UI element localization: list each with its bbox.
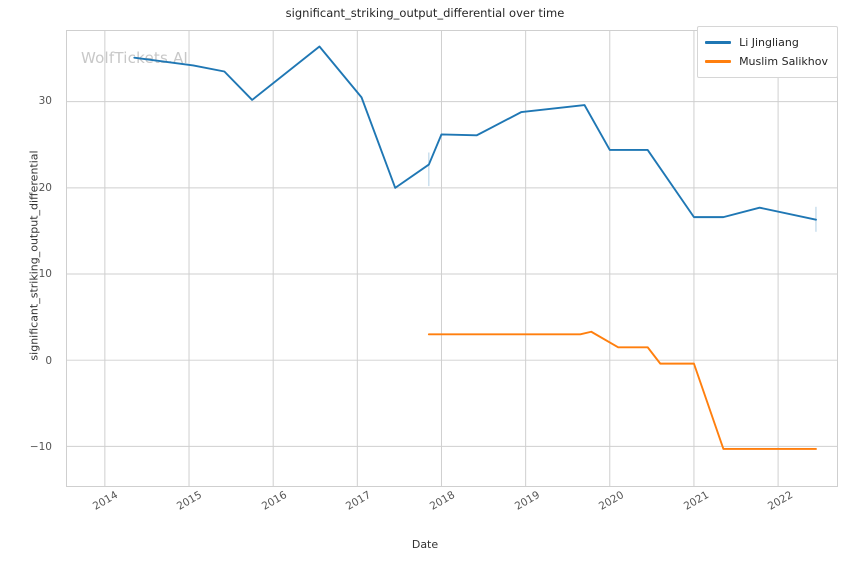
legend-label: Muslim Salikhov	[739, 55, 828, 68]
y-tick-label: 0	[45, 354, 52, 367]
chart-legend: Li Jingliang Muslim Salikhov	[697, 26, 838, 78]
series-line-li-jingliang	[133, 45, 817, 221]
legend-label: Li Jingliang	[739, 36, 799, 49]
plot-area: WolfTickets.AI	[66, 30, 838, 487]
x-tick-label: 2016	[259, 489, 289, 513]
chart-title: significant_striking_output_differential…	[285, 6, 565, 20]
x-tick-label: 2020	[597, 489, 627, 513]
x-tick-label: 2015	[175, 489, 205, 513]
y-tick-label: 30	[38, 94, 52, 107]
data-layer	[67, 31, 837, 486]
x-axis-tick-labels: 2014 2015 2016 2017 2018 2019 2020 2021 2022	[66, 489, 838, 539]
y-axis-tick-labels: 30 20 10 0 −10	[0, 30, 60, 487]
legend-color-swatch	[705, 41, 732, 44]
x-tick-label: 2017	[343, 489, 374, 513]
y-tick-label: 10	[38, 268, 52, 281]
y-tick-label: 20	[38, 181, 52, 194]
x-tick-label: 2014	[90, 489, 120, 513]
legend-color-swatch	[705, 60, 732, 63]
legend-item[interactable]: Li Jingliang	[705, 33, 828, 52]
x-tick-label: 2018	[428, 489, 458, 513]
legend-item[interactable]: Muslim Salikhov	[705, 52, 828, 71]
x-tick-label: 2022	[765, 489, 795, 513]
x-axis-label: Date	[411, 538, 439, 551]
x-tick-label: 2019	[512, 489, 542, 513]
x-tick-label: 2021	[681, 489, 711, 513]
grid-layer	[67, 31, 837, 486]
series-line-muslim-salikhov	[427, 330, 817, 450]
y-tick-label: −10	[29, 441, 52, 454]
